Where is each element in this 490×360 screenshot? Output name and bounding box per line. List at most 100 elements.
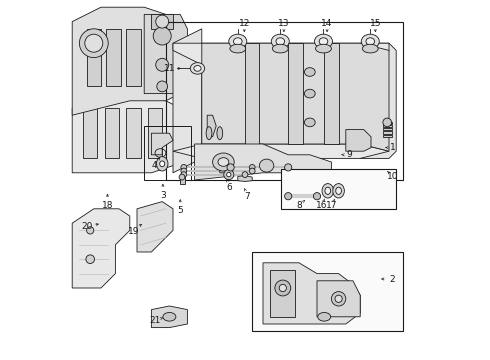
Ellipse shape (227, 164, 234, 171)
Polygon shape (346, 130, 371, 151)
Text: 3: 3 (160, 191, 166, 199)
Polygon shape (126, 108, 141, 158)
Ellipse shape (79, 29, 108, 58)
Ellipse shape (271, 34, 289, 49)
Ellipse shape (336, 187, 342, 194)
Polygon shape (148, 108, 162, 158)
Bar (151, 14, 173, 29)
Bar (383, 135, 392, 137)
Ellipse shape (333, 184, 344, 198)
Ellipse shape (279, 284, 286, 292)
Ellipse shape (229, 34, 247, 49)
Text: 12: 12 (239, 19, 250, 28)
Bar (383, 125, 392, 127)
Ellipse shape (163, 312, 176, 321)
Polygon shape (238, 176, 252, 181)
Ellipse shape (304, 68, 315, 76)
Ellipse shape (179, 174, 185, 180)
Ellipse shape (319, 38, 328, 45)
Ellipse shape (85, 34, 103, 52)
Ellipse shape (335, 295, 342, 302)
Ellipse shape (157, 81, 168, 92)
Text: 5: 5 (177, 206, 183, 215)
Ellipse shape (318, 312, 331, 321)
Ellipse shape (86, 255, 95, 264)
Polygon shape (106, 29, 121, 86)
Ellipse shape (181, 172, 187, 177)
Ellipse shape (227, 172, 231, 177)
Ellipse shape (213, 153, 234, 171)
Ellipse shape (233, 38, 242, 45)
Bar (383, 122, 392, 124)
Ellipse shape (363, 44, 378, 53)
Bar (270, 270, 295, 317)
Polygon shape (72, 209, 130, 288)
Polygon shape (173, 43, 389, 65)
Text: 8: 8 (297, 201, 303, 210)
Polygon shape (324, 43, 339, 144)
Polygon shape (151, 306, 187, 328)
Polygon shape (288, 43, 303, 144)
Polygon shape (263, 263, 360, 324)
Ellipse shape (304, 89, 315, 98)
Polygon shape (173, 29, 202, 173)
Bar (166, 22, 403, 180)
Text: 4: 4 (151, 161, 157, 170)
Ellipse shape (230, 44, 245, 53)
Text: 15: 15 (369, 19, 381, 28)
Ellipse shape (275, 280, 291, 296)
Bar (180, 176, 185, 184)
Polygon shape (317, 281, 360, 317)
Ellipse shape (383, 118, 392, 127)
Text: 10: 10 (387, 172, 398, 181)
Ellipse shape (316, 44, 331, 53)
Text: 1: 1 (391, 143, 396, 152)
Ellipse shape (190, 63, 205, 74)
Ellipse shape (242, 172, 248, 177)
Ellipse shape (314, 193, 320, 200)
Polygon shape (104, 108, 119, 158)
Polygon shape (202, 43, 389, 151)
Polygon shape (151, 133, 173, 155)
Text: 14: 14 (321, 19, 333, 28)
Ellipse shape (285, 193, 292, 200)
Ellipse shape (224, 170, 234, 180)
Text: 11: 11 (164, 64, 175, 73)
Bar (383, 131, 392, 134)
Ellipse shape (217, 127, 222, 140)
Ellipse shape (361, 34, 379, 49)
Ellipse shape (272, 44, 288, 53)
Polygon shape (144, 14, 187, 94)
Polygon shape (146, 29, 160, 86)
Polygon shape (87, 29, 101, 86)
Ellipse shape (304, 118, 315, 127)
Ellipse shape (153, 27, 171, 45)
Text: 2: 2 (390, 274, 395, 284)
Text: 21: 21 (149, 316, 161, 325)
Ellipse shape (181, 165, 187, 170)
Polygon shape (72, 7, 180, 115)
Ellipse shape (160, 161, 165, 167)
Text: 17: 17 (326, 201, 338, 210)
Text: 9: 9 (346, 150, 352, 159)
Ellipse shape (325, 187, 331, 194)
Text: 6: 6 (226, 183, 232, 192)
Ellipse shape (249, 168, 255, 174)
Polygon shape (83, 108, 98, 158)
Ellipse shape (322, 184, 334, 198)
Text: 20: 20 (82, 222, 93, 231)
Text: 13: 13 (278, 19, 290, 28)
Bar (252, 252, 403, 331)
Ellipse shape (259, 159, 274, 172)
Ellipse shape (156, 15, 169, 28)
Polygon shape (72, 94, 187, 173)
Text: 16: 16 (316, 201, 328, 210)
Polygon shape (245, 43, 259, 144)
Text: 19: 19 (128, 227, 139, 236)
Ellipse shape (156, 58, 169, 71)
Ellipse shape (87, 227, 94, 234)
Ellipse shape (366, 38, 374, 45)
Ellipse shape (218, 158, 229, 166)
Bar (281, 169, 396, 209)
Ellipse shape (181, 168, 187, 174)
